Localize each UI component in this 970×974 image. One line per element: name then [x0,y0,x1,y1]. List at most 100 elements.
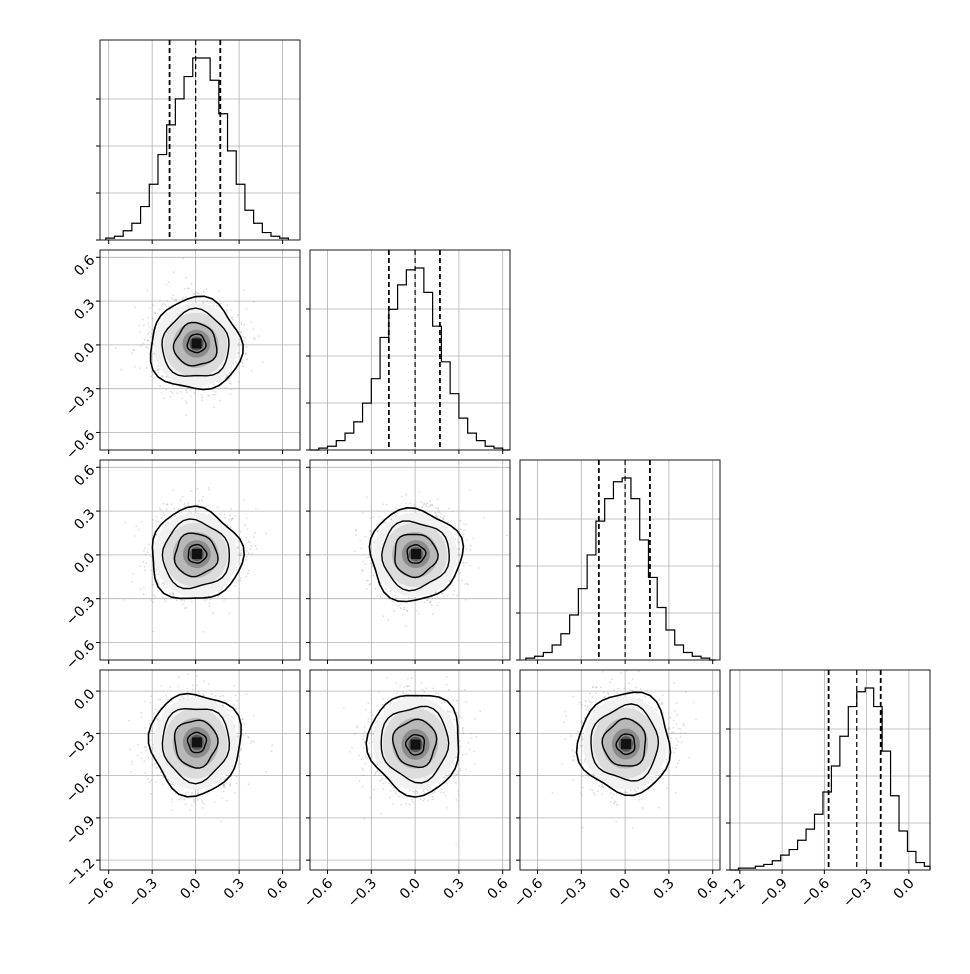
sample-point [152,519,154,521]
sample-point [170,396,172,398]
sample-point [370,530,372,532]
sample-point [172,592,174,594]
sample-point [234,585,236,587]
sample-point [365,564,367,566]
density-peak [411,549,421,559]
sample-point [253,301,255,303]
sample-point [185,400,187,402]
sample-point [155,520,157,522]
sample-point [240,764,242,766]
sample-point [206,288,208,290]
sample-point [150,793,152,795]
sample-point [413,504,415,506]
axes-frame [730,670,930,870]
sample-point [438,511,440,513]
sample-point [228,519,230,521]
sample-point [147,333,149,335]
sample-point [418,613,420,615]
sample-point [181,398,183,400]
sample-point [376,524,378,526]
sample-point [169,380,171,382]
sample-point [399,604,401,606]
x-tick-label: −0.9 [756,876,791,911]
sample-point [152,304,154,306]
sample-point [212,394,214,396]
sample-point [250,541,252,543]
sample-point [442,519,444,521]
sample-point [392,516,394,518]
sample-point [178,676,180,678]
sample-point [188,791,190,793]
sample-point [421,506,423,508]
sample-point [235,362,237,364]
sample-point [152,374,154,376]
sample-point [213,406,215,408]
sample-point [144,569,146,571]
sample-point [174,515,176,517]
sample-point [185,607,187,609]
sample-point [211,693,213,695]
sample-point [146,367,148,369]
sample-point [162,582,164,584]
sample-point [226,311,228,313]
sample-point [138,325,140,327]
scatter-panel-2-0: −0.6−0.30.00.30.6 [63,460,300,673]
sample-point [390,590,392,592]
sample-point [463,524,465,526]
sample-point [218,596,220,598]
sample-point [190,389,192,391]
sample-point [443,596,445,598]
x-tick-label: 0.0 [891,876,918,903]
histogram-step-1 [310,268,510,450]
sample-point [430,600,432,602]
sample-point [230,310,232,312]
sample-point [215,695,217,697]
sample-point [457,548,459,550]
sample-point [438,602,440,604]
sample-point [440,513,442,515]
sample-point [184,503,186,505]
sample-point [149,307,151,309]
sample-point [165,601,167,603]
sample-point [208,386,210,388]
sample-point [229,613,231,615]
sample-point [204,599,206,601]
sample-point [359,540,361,542]
sample-point [245,559,247,561]
sample-point [151,329,153,331]
sample-point [213,305,215,307]
scatter-contents [123,487,267,633]
histogram-panel-1 [306,250,510,454]
sample-point [382,503,384,505]
sample-point [172,307,174,309]
sample-point [202,301,204,303]
sample-point [145,346,147,348]
sample-point [142,561,144,563]
sample-point [139,565,141,567]
sample-point [236,569,238,571]
sample-point [143,587,145,589]
sample-point [253,337,255,339]
sample-point [248,541,250,543]
sample-point [175,299,177,301]
sample-point [393,610,395,612]
sample-point [366,497,368,499]
sample-point [240,322,242,324]
sample-point [355,529,357,531]
sample-point [152,584,154,586]
sample-point [140,521,142,523]
sample-point [147,552,149,554]
sample-point [367,580,369,582]
sample-point [378,516,380,518]
sample-point [361,570,363,572]
sample-point [144,339,146,341]
sample-point [426,502,428,504]
sample-point [198,500,200,502]
sample-point [176,392,178,394]
sample-point [396,507,398,509]
sample-point [164,514,166,516]
sample-point [180,499,182,501]
sample-point [153,594,155,596]
sample-point [173,594,175,596]
